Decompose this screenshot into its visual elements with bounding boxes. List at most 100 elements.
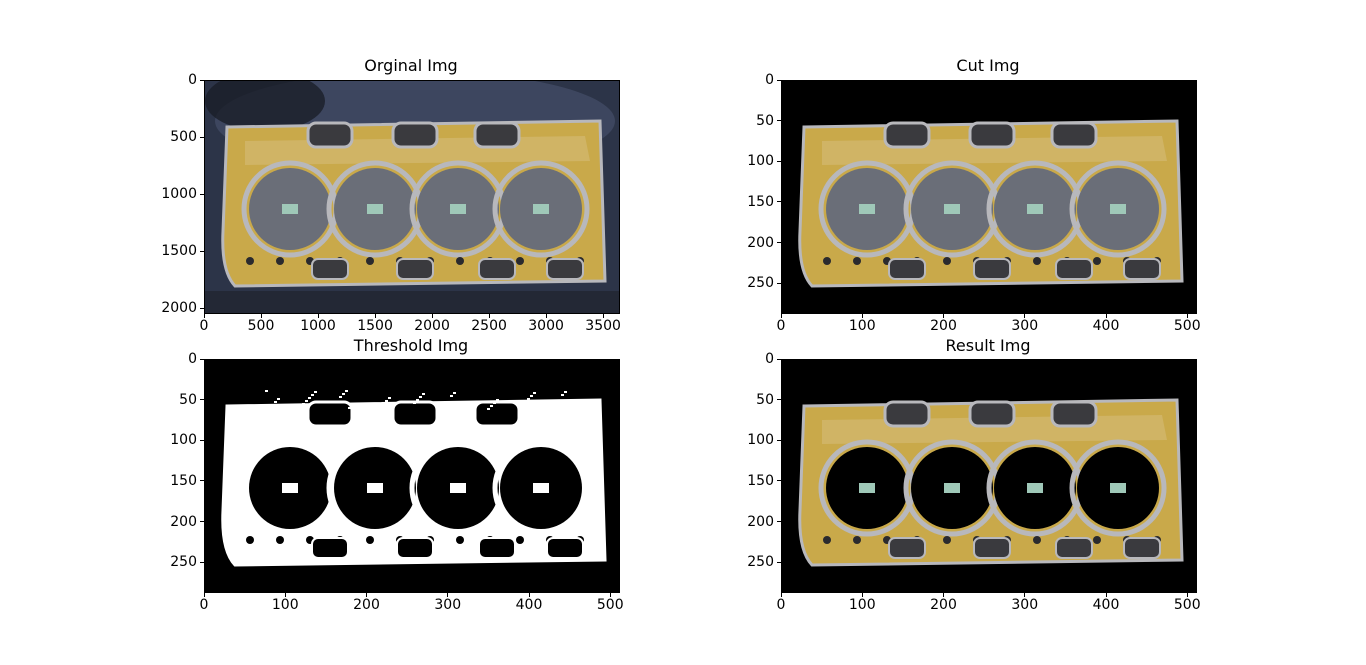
- y-tick: [777, 201, 781, 203]
- y-tick: [777, 242, 781, 243]
- gasket-hole: [1033, 257, 1041, 265]
- x-tick-label: 1500: [357, 318, 393, 334]
- bolt-slot: [306, 400, 354, 428]
- x-tick-label: 100: [848, 597, 876, 613]
- y-tick-label: 1000: [161, 186, 197, 203]
- noise-speck: [419, 396, 422, 398]
- gasket-hole: [823, 257, 831, 265]
- x-tick-label: 300: [1011, 597, 1039, 613]
- noise-speck: [496, 399, 499, 401]
- y-tick: [777, 358, 781, 360]
- x-tick: [861, 314, 863, 318]
- gasket-hole: [516, 257, 524, 265]
- x-tick-label: 3000: [528, 318, 564, 334]
- noise-speck: [305, 400, 308, 402]
- y-tick-label: 250: [170, 554, 197, 571]
- x-tick-label: 500: [247, 318, 275, 334]
- x-tick-label: 500: [596, 597, 624, 613]
- y-tick: [200, 358, 204, 360]
- y-tick-label: 50: [756, 391, 774, 408]
- y-tick: [200, 561, 204, 563]
- x-tick-label: 200: [930, 318, 957, 334]
- x-tick-label: 3500: [585, 318, 621, 334]
- noise-speck: [456, 409, 459, 411]
- bolt-slot: [1050, 400, 1098, 428]
- gasket-image: [205, 360, 619, 592]
- x-tick: [447, 593, 449, 597]
- gasket-hole: [1093, 536, 1101, 544]
- x-tick-label: 0: [199, 318, 209, 334]
- x-tick-label: 2500: [471, 318, 507, 334]
- x-tick: [780, 314, 782, 318]
- x-tick-label: 0: [199, 597, 209, 613]
- bolt-slot: [1123, 258, 1161, 280]
- x-tick: [1024, 593, 1026, 597]
- gasket-hole: [943, 257, 951, 265]
- y-tick: [200, 136, 204, 138]
- noise-speck: [416, 399, 419, 401]
- x-tick-label: 300: [1011, 318, 1039, 334]
- y-tick-label: 500: [170, 129, 197, 146]
- noise-speck: [493, 402, 496, 404]
- gasket-hole: [456, 257, 464, 265]
- noise-speck: [533, 392, 536, 394]
- y-tick: [777, 282, 781, 284]
- x-tick-label: 400: [1092, 597, 1120, 613]
- gasket-hole: [823, 536, 831, 544]
- image-area: [781, 359, 1197, 593]
- x-tick: [374, 314, 376, 318]
- y-tick: [200, 193, 204, 195]
- noise-speck: [376, 409, 379, 411]
- x-tick: [609, 593, 611, 597]
- bore-label: [282, 483, 298, 493]
- y-tick: [200, 480, 204, 482]
- bolt-slot: [391, 400, 439, 428]
- noise-speck: [339, 396, 342, 398]
- bolt-slot: [1055, 537, 1093, 559]
- image-area: [204, 80, 620, 314]
- y-tick-label: 150: [747, 193, 774, 210]
- y-tick-label: 2000: [161, 300, 197, 317]
- x-tick-label: 400: [515, 597, 543, 613]
- y-tick-label: 100: [747, 432, 774, 449]
- x-tick: [260, 314, 262, 318]
- bolt-slot: [1055, 258, 1093, 280]
- y-tick-label: 0: [765, 351, 774, 367]
- bolt-slot: [478, 537, 516, 559]
- gasket-image: [205, 81, 619, 313]
- noise-speck: [345, 390, 348, 392]
- bolt-slot: [311, 537, 349, 559]
- noise-speck: [564, 391, 567, 393]
- y-tick: [777, 439, 781, 441]
- y-tick: [777, 480, 781, 482]
- x-tick-label: 200: [930, 597, 957, 613]
- cylinder-ring: [1069, 160, 1167, 258]
- bolt-slot: [888, 537, 926, 559]
- noise-speck: [379, 406, 382, 408]
- bolt-slot: [396, 258, 434, 280]
- x-tick: [528, 593, 530, 597]
- bore-label: [944, 204, 960, 214]
- y-tick-label: 200: [747, 513, 774, 530]
- noise-speck: [311, 394, 314, 396]
- gasket-image: [782, 81, 1196, 313]
- x-tick: [203, 593, 205, 597]
- panel-title: Cut Img: [956, 56, 1020, 75]
- y-tick-label: 50: [756, 112, 774, 129]
- y-tick: [777, 521, 781, 522]
- gasket-hole: [276, 536, 284, 544]
- y-tick: [200, 521, 204, 522]
- bore-label: [859, 204, 875, 214]
- x-tick: [284, 593, 286, 597]
- x-tick: [317, 314, 319, 318]
- gasket-hole: [276, 257, 284, 265]
- bolt-slot: [1123, 537, 1161, 559]
- bolt-slot: [478, 258, 516, 280]
- noise-speck: [265, 390, 268, 392]
- noise-speck: [314, 391, 317, 393]
- gasket-hole: [516, 536, 524, 544]
- noise-speck: [348, 407, 351, 409]
- y-tick-label: 0: [188, 351, 197, 367]
- noise-speck: [342, 393, 345, 395]
- noise-speck: [490, 405, 493, 407]
